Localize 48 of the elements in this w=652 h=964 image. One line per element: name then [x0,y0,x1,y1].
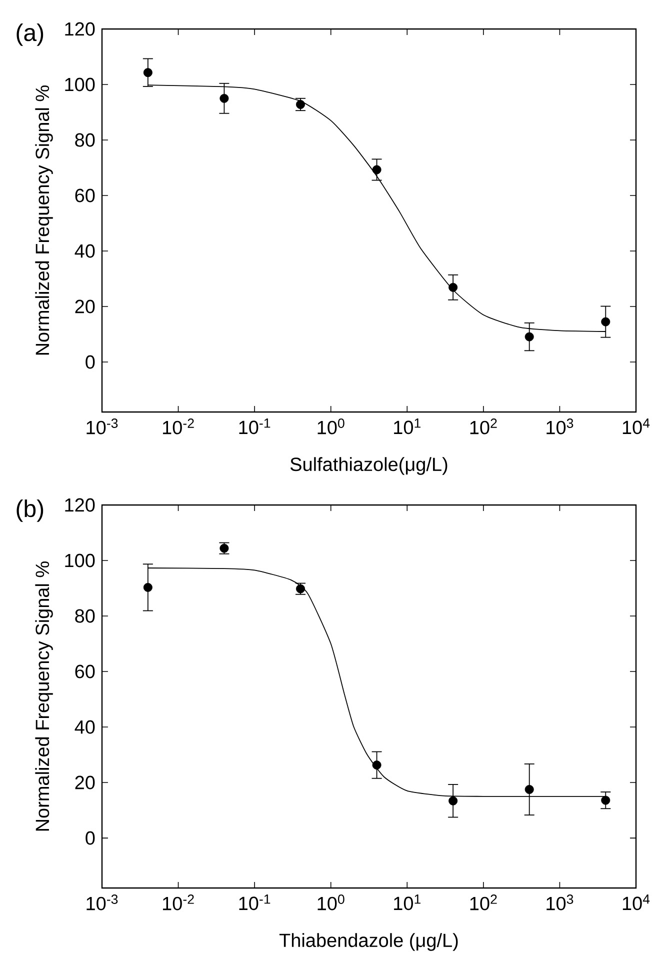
y-tick-label: 80 [75,133,95,147]
point [601,796,610,805]
y-tick-label: 20 [75,776,95,790]
point [143,68,152,78]
point [296,100,305,109]
x-tick-label: 10$^{4}$ [622,418,650,434]
x-tick-label: 10$^{4}$ [622,894,650,910]
x-tick-label: 10$^{0}$ [318,418,344,434]
text: (a) [16,24,44,46]
y-tick-label: 20 [75,300,95,314]
y-axis-title: Normalized Frequency Signal % [35,562,53,831]
point [601,317,610,326]
x-tick-label: 10$^{-1}$ [239,894,270,910]
point [372,165,382,174]
x-tick-label: 10$^{3}$ [546,418,574,434]
point [220,94,229,103]
x-tick-label: 10$^{1}$ [394,418,420,434]
y-tick-label: 40 [74,720,95,734]
point [524,784,534,794]
x-tick-label: 10$^{-1}$ [239,418,270,434]
x-tick-label: 10$^{-2}$ [162,894,194,910]
y-tick-label: 0 [86,831,95,845]
y-tick-label: 0 [86,355,95,369]
y-tick-label: 60 [75,664,95,678]
x-tick-label: 10$^{2}$ [470,418,497,434]
point [372,760,382,770]
y-axis-title: Normalized Frequency Signal % [35,86,53,355]
y-tick-label: 80 [75,609,95,623]
x-tick-label: 10$^{-2}$ [162,418,194,434]
point [143,582,152,592]
text: (b) [16,500,44,522]
x-tick-label: 10$^{0}$ [318,894,344,910]
point [448,282,458,292]
y-tick-label: 100 [65,554,95,568]
x-axis-title: Thiabendazole (μg/L) [279,933,458,951]
x-axis-title: Sulfathiazole(μg/L) [290,457,448,475]
y-tick-label: 60 [75,188,95,202]
x-tick-label: 10$^{-3}$ [86,418,118,434]
point [448,796,458,806]
y-tick-label: 100 [65,78,95,92]
x-tick-label: 10$^{1}$ [394,894,420,910]
point [524,332,534,342]
x-tick-label: 10$^{3}$ [546,894,574,910]
x-tick-label: 10$^{2}$ [470,894,497,910]
y-tick-label: 120 [65,22,95,36]
x-tick-label: 10$^{-3}$ [86,894,118,910]
y-tick-label: 40 [74,244,95,258]
y-tick-label: 120 [65,498,95,512]
